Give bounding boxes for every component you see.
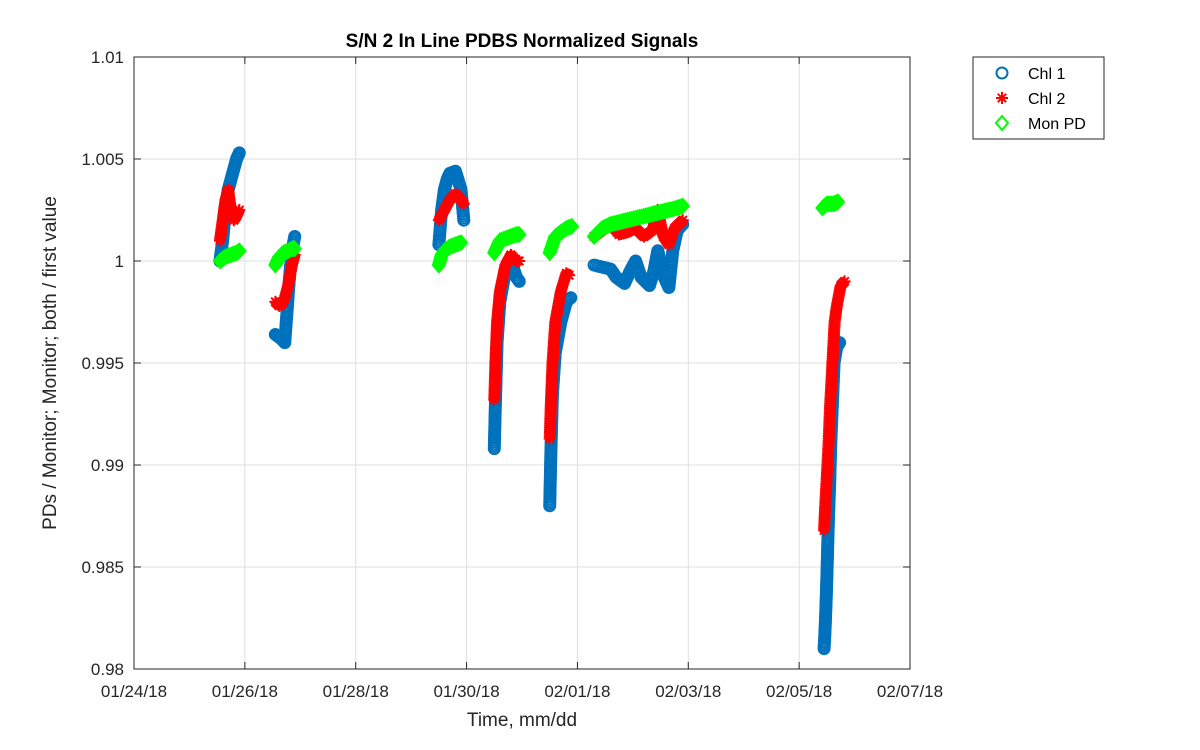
data-point — [509, 225, 524, 244]
data-point — [511, 225, 527, 244]
axis-ticks: 01/24/18 01/26/18 01/28/18 01/30/18 02/01/18… — [81, 48, 943, 701]
y-tick-label: 0.985 — [81, 558, 124, 577]
y-tick-label: 1.01 — [91, 48, 124, 67]
legend-label: Chl 1 — [1028, 66, 1065, 83]
series-mon-pd — [212, 193, 846, 274]
x-tick-label: 02/05/18 — [766, 682, 832, 701]
data-point — [453, 234, 469, 252]
data-point — [838, 275, 851, 288]
data-point — [564, 217, 580, 235]
data-marks — [212, 146, 851, 656]
x-axis-label: Time, mm/dd — [467, 710, 577, 731]
data-point — [510, 225, 526, 244]
data-point — [667, 199, 683, 218]
data-point — [512, 274, 526, 288]
data-point — [830, 193, 846, 211]
data-point — [822, 195, 838, 213]
series-chl-2 — [213, 183, 851, 537]
legend-marker — [995, 66, 1009, 80]
data-point — [675, 197, 691, 215]
legend-label: Chl 2 — [1028, 91, 1065, 108]
x-tick-label: 02/07/18 — [877, 682, 943, 701]
grid-lines — [134, 57, 910, 669]
legend-marker — [996, 92, 1008, 104]
legend-marker — [994, 114, 1010, 132]
y-tick-label: 1 — [115, 252, 124, 271]
data-point — [231, 242, 247, 260]
legend-box — [972, 56, 1105, 140]
legend-label: Mon PD — [1028, 116, 1086, 133]
x-tick-label: 01/30/18 — [433, 682, 499, 701]
data-point — [563, 269, 576, 282]
data-point — [513, 255, 526, 267]
y-tick-label: 0.995 — [81, 354, 124, 373]
x-tick-label: 01/28/18 — [323, 682, 389, 701]
y-tick-label: 0.98 — [91, 660, 124, 679]
data-point — [676, 214, 689, 227]
series-chl-1 — [213, 146, 847, 656]
data-point — [824, 195, 840, 213]
y-tick-label: 0.99 — [91, 456, 124, 475]
x-tick-label: 02/01/18 — [544, 682, 610, 701]
data-point — [457, 213, 471, 227]
x-tick-label: 02/03/18 — [655, 682, 721, 701]
data-point — [287, 240, 303, 258]
y-axis-label: PDs / Monitor; Monitor; both / first val… — [40, 196, 61, 530]
data-point — [457, 197, 470, 210]
data-point — [233, 204, 246, 216]
x-tick-label: 01/26/18 — [212, 682, 278, 701]
data-point — [284, 240, 300, 258]
chart-title: S/N 2 In Line PDBS Normalized Signals — [346, 31, 699, 52]
legend: Chl 1 Chl 2 Mon PD — [972, 56, 1105, 140]
data-point — [232, 146, 246, 160]
y-tick-label: 1.005 — [81, 150, 124, 169]
x-tick-label: 01/24/18 — [101, 682, 167, 701]
data-point — [286, 240, 301, 258]
